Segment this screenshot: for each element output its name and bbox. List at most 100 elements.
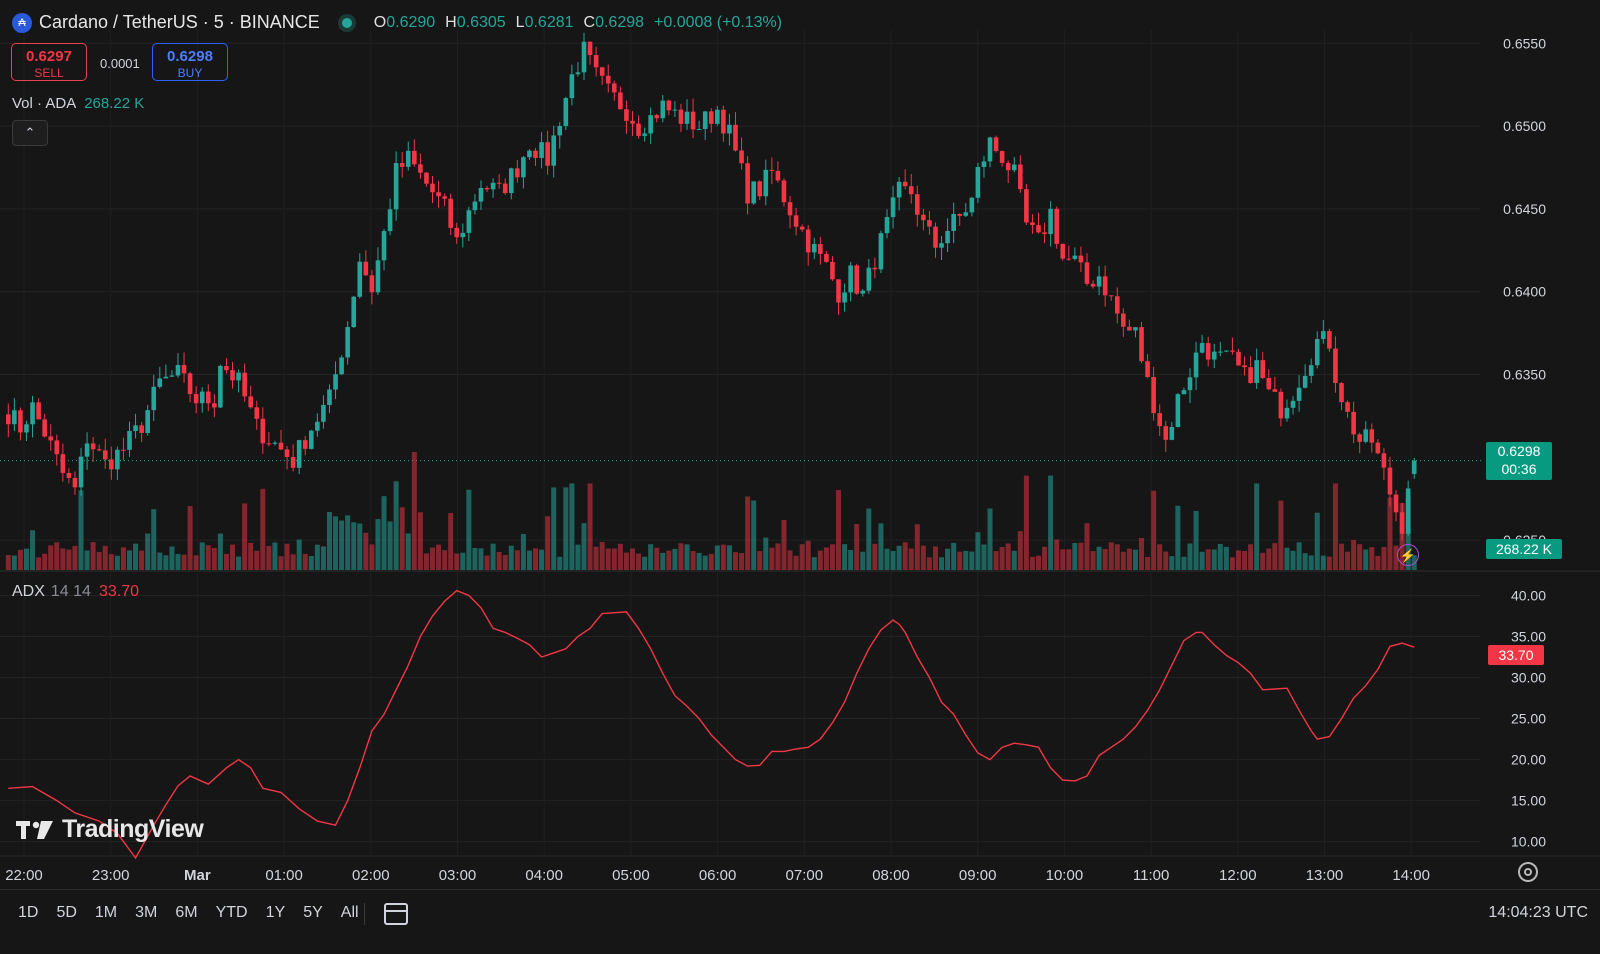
range-1d[interactable]: 1D [18,904,39,921]
volume-bar [42,553,48,570]
volume-bar [836,490,842,570]
volume-bar [1381,546,1387,570]
candle-body [1060,243,1066,259]
range-5y[interactable]: 5Y [303,904,323,921]
volume-legend[interactable]: Vol · ADA 268.22 K [12,95,144,112]
candle-body [18,410,23,433]
collapse-legend-button[interactable]: ⌃ [12,120,48,146]
candle-body [1357,434,1362,442]
volume-bar [684,544,690,570]
volume-bar [751,500,757,570]
candle-body [848,265,853,293]
candle-body [872,267,878,270]
candle-body [321,404,326,422]
sell-button[interactable]: 0.6297 SELL [11,43,87,81]
candle-body [721,109,726,134]
volume-bar [593,546,599,570]
adx-tick-label: 30.00 [1511,670,1546,686]
volume-bar [423,553,429,570]
candle-body [1381,453,1387,468]
candle-body [1405,488,1411,534]
tradingview-logo[interactable]: TradingView [16,815,204,844]
candle-body [1284,407,1290,419]
candle-body [630,120,635,124]
candle-body [430,183,435,193]
volume-bar [236,556,242,570]
volume-bar [1120,551,1126,570]
volume-bar [1369,547,1375,570]
volume-bar [1229,557,1235,570]
volume-bar [502,554,508,570]
range-5d[interactable]: 5D [56,904,77,921]
volume-bar [860,551,866,570]
time-tick-label: 14:00 [1392,867,1430,884]
volume-bar [1387,497,1393,570]
volume-bar [448,513,454,570]
candle-body [327,389,332,405]
settings-gear-icon[interactable] [1518,862,1538,882]
utc-clock[interactable]: 14:04:23 UTC [1488,904,1588,921]
volume-bar [890,550,896,570]
candle-body [405,150,411,167]
volume-bar [1187,543,1193,570]
candle-body [496,182,502,184]
adx-tick-label: 40.00 [1511,588,1546,604]
candle-body [145,410,150,433]
candle-body [696,128,702,130]
candle-body [987,137,993,162]
range-6m[interactable]: 6M [175,904,198,921]
candle-body [1411,460,1417,474]
buy-button[interactable]: 0.6298 BUY [152,43,228,81]
candle-body [1199,343,1205,353]
candle-body [199,391,205,404]
range-all[interactable]: All [340,904,359,921]
last-price-value: 0.6298 [1497,443,1541,459]
candle-body [781,180,787,203]
lightning-icon[interactable]: ⚡ [1397,544,1419,566]
range-3m[interactable]: 3M [135,904,158,921]
volume-bar [1066,549,1072,570]
adx-value-label: 33.70 [1488,645,1544,665]
time-tick-label: 06:00 [699,867,737,884]
candle-body [1187,377,1193,391]
candle-body [763,169,769,197]
candle-body [757,181,763,197]
volume-bar [969,551,975,570]
volume-bar [587,483,593,570]
time-tick-label: 04:00 [525,867,563,884]
candle-body [175,364,181,376]
volume-bar [84,550,90,570]
volume-bar [908,548,914,570]
volume-bar [1114,544,1120,570]
symbol-title[interactable]: Cardano / TetherUS · 5 · BINANCE [39,12,320,32]
candle-body [1242,365,1247,368]
range-ytd[interactable]: YTD [215,904,248,921]
range-1y[interactable]: 1Y [265,904,286,921]
time-tick-label: 07:00 [786,867,824,884]
candle-body [60,454,66,473]
candle-body [212,403,217,408]
calendar-icon[interactable] [384,903,408,925]
candle-body [624,109,629,121]
volume-bar [805,540,811,570]
volume-bar [308,555,314,570]
ohlc-close: C0.6298 [583,13,645,31]
volume-bar [926,557,932,570]
candle-body [1114,296,1120,314]
adx-legend[interactable]: ADX 14 14 33.70 [12,583,139,601]
adx-tick-label: 15.00 [1511,793,1546,809]
range-1m[interactable]: 1M [94,904,118,921]
volume-bar [387,521,393,570]
volume-bar [781,519,787,570]
candle-body [799,226,805,230]
candle-body [448,198,453,228]
candle-body [478,187,484,202]
candle-body [442,196,447,199]
volume-bar [866,508,872,570]
candle-body [581,41,587,73]
candle-body [818,244,823,254]
volume-bar [811,557,817,570]
cardano-coin-icon[interactable]: ₳ [12,12,32,33]
volume-bar [848,550,854,570]
